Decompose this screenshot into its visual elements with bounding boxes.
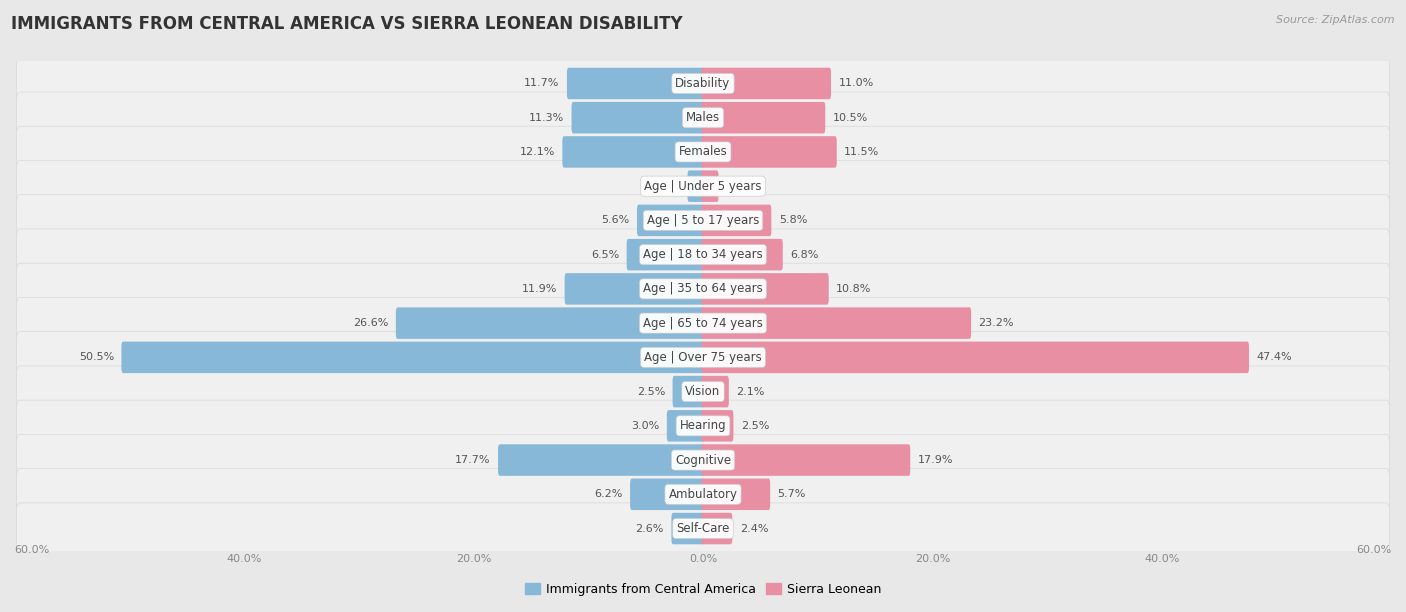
- FancyBboxPatch shape: [688, 170, 704, 202]
- Text: 6.8%: 6.8%: [790, 250, 818, 259]
- FancyBboxPatch shape: [666, 410, 704, 442]
- Text: 60.0%: 60.0%: [1357, 545, 1392, 554]
- FancyBboxPatch shape: [17, 263, 1389, 315]
- Text: Hearing: Hearing: [679, 419, 727, 432]
- Text: 11.9%: 11.9%: [522, 284, 557, 294]
- Text: 12.1%: 12.1%: [519, 147, 555, 157]
- Text: 26.6%: 26.6%: [353, 318, 388, 328]
- Text: 2.5%: 2.5%: [637, 387, 665, 397]
- FancyBboxPatch shape: [702, 479, 770, 510]
- Text: 6.2%: 6.2%: [595, 490, 623, 499]
- Text: 3.0%: 3.0%: [631, 421, 659, 431]
- FancyBboxPatch shape: [702, 68, 831, 99]
- FancyBboxPatch shape: [702, 513, 733, 544]
- FancyBboxPatch shape: [17, 229, 1389, 280]
- FancyBboxPatch shape: [702, 102, 825, 133]
- FancyBboxPatch shape: [702, 136, 837, 168]
- FancyBboxPatch shape: [17, 126, 1389, 177]
- FancyBboxPatch shape: [571, 102, 704, 133]
- FancyBboxPatch shape: [627, 239, 704, 271]
- Legend: Immigrants from Central America, Sierra Leonean: Immigrants from Central America, Sierra …: [520, 578, 886, 601]
- Text: 2.6%: 2.6%: [636, 523, 664, 534]
- Text: 17.7%: 17.7%: [456, 455, 491, 465]
- FancyBboxPatch shape: [121, 341, 704, 373]
- FancyBboxPatch shape: [672, 376, 704, 408]
- FancyBboxPatch shape: [17, 332, 1389, 383]
- FancyBboxPatch shape: [630, 479, 704, 510]
- Text: Source: ZipAtlas.com: Source: ZipAtlas.com: [1277, 15, 1395, 25]
- FancyBboxPatch shape: [565, 273, 704, 305]
- Text: Females: Females: [679, 146, 727, 159]
- Text: 2.1%: 2.1%: [737, 387, 765, 397]
- FancyBboxPatch shape: [567, 68, 704, 99]
- Text: 60.0%: 60.0%: [14, 545, 49, 554]
- FancyBboxPatch shape: [702, 341, 1249, 373]
- Text: 2.5%: 2.5%: [741, 421, 769, 431]
- FancyBboxPatch shape: [17, 469, 1389, 520]
- Text: Vision: Vision: [685, 385, 721, 398]
- Text: 1.2%: 1.2%: [651, 181, 681, 191]
- FancyBboxPatch shape: [702, 444, 910, 476]
- FancyBboxPatch shape: [396, 307, 704, 339]
- FancyBboxPatch shape: [702, 307, 972, 339]
- Text: 1.2%: 1.2%: [725, 181, 755, 191]
- FancyBboxPatch shape: [17, 195, 1389, 246]
- Text: Age | Under 5 years: Age | Under 5 years: [644, 180, 762, 193]
- FancyBboxPatch shape: [498, 444, 704, 476]
- Text: Age | 65 to 74 years: Age | 65 to 74 years: [643, 316, 763, 330]
- Text: 5.7%: 5.7%: [778, 490, 806, 499]
- FancyBboxPatch shape: [672, 513, 704, 544]
- Text: 47.4%: 47.4%: [1257, 353, 1292, 362]
- Text: 10.5%: 10.5%: [832, 113, 868, 122]
- Text: Age | 18 to 34 years: Age | 18 to 34 years: [643, 248, 763, 261]
- Text: Age | 5 to 17 years: Age | 5 to 17 years: [647, 214, 759, 227]
- Text: 11.3%: 11.3%: [529, 113, 564, 122]
- FancyBboxPatch shape: [637, 204, 704, 236]
- Text: Age | Over 75 years: Age | Over 75 years: [644, 351, 762, 364]
- Text: 2.4%: 2.4%: [740, 523, 768, 534]
- Text: Self-Care: Self-Care: [676, 522, 730, 535]
- Text: Age | 35 to 64 years: Age | 35 to 64 years: [643, 282, 763, 296]
- FancyBboxPatch shape: [702, 204, 772, 236]
- FancyBboxPatch shape: [702, 410, 734, 442]
- FancyBboxPatch shape: [702, 170, 718, 202]
- Text: Cognitive: Cognitive: [675, 453, 731, 466]
- FancyBboxPatch shape: [702, 273, 828, 305]
- FancyBboxPatch shape: [17, 92, 1389, 143]
- Text: 10.8%: 10.8%: [837, 284, 872, 294]
- FancyBboxPatch shape: [702, 376, 728, 408]
- Text: 50.5%: 50.5%: [79, 353, 114, 362]
- Text: 23.2%: 23.2%: [979, 318, 1014, 328]
- FancyBboxPatch shape: [17, 366, 1389, 417]
- Text: 11.0%: 11.0%: [838, 78, 873, 89]
- Text: 17.9%: 17.9%: [918, 455, 953, 465]
- FancyBboxPatch shape: [17, 400, 1389, 452]
- FancyBboxPatch shape: [702, 239, 783, 271]
- Text: IMMIGRANTS FROM CENTRAL AMERICA VS SIERRA LEONEAN DISABILITY: IMMIGRANTS FROM CENTRAL AMERICA VS SIERR…: [11, 15, 683, 33]
- Text: Disability: Disability: [675, 77, 731, 90]
- Text: 5.8%: 5.8%: [779, 215, 807, 225]
- FancyBboxPatch shape: [17, 435, 1389, 486]
- FancyBboxPatch shape: [17, 58, 1389, 109]
- Text: 6.5%: 6.5%: [591, 250, 619, 259]
- FancyBboxPatch shape: [17, 160, 1389, 212]
- FancyBboxPatch shape: [17, 503, 1389, 554]
- Text: 11.7%: 11.7%: [524, 78, 560, 89]
- FancyBboxPatch shape: [17, 297, 1389, 349]
- Text: 11.5%: 11.5%: [844, 147, 880, 157]
- Text: 5.6%: 5.6%: [602, 215, 630, 225]
- Text: Ambulatory: Ambulatory: [668, 488, 738, 501]
- FancyBboxPatch shape: [562, 136, 704, 168]
- Text: Males: Males: [686, 111, 720, 124]
